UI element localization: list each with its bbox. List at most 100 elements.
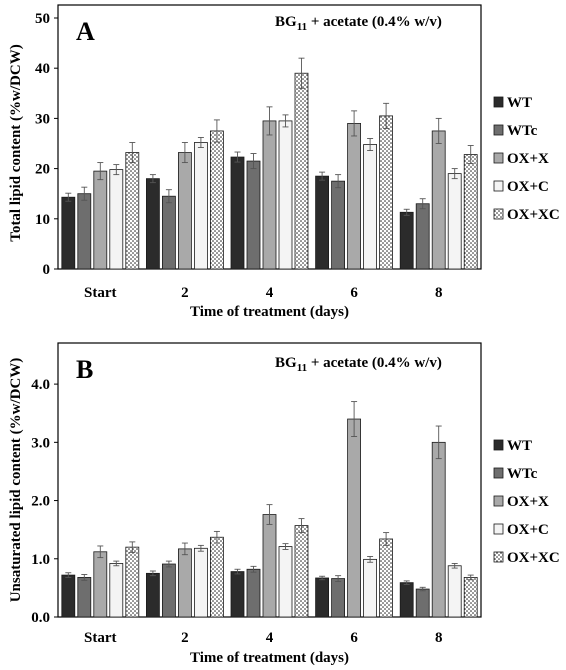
- y-tick-label: 0: [43, 262, 51, 278]
- bar: [61, 574, 76, 618]
- bar: [209, 130, 224, 270]
- legend-swatch: [493, 495, 504, 507]
- x-tick-label: 6: [350, 630, 358, 646]
- y-tick-label: 50: [35, 11, 50, 27]
- x-tick-label: 2: [181, 285, 189, 301]
- bar: [294, 525, 309, 618]
- bar: [161, 195, 176, 270]
- bar: [177, 548, 192, 618]
- bar: [145, 572, 160, 618]
- x-tick-label: 2: [181, 630, 189, 646]
- x-tick-label: 4: [266, 285, 274, 301]
- bar: [278, 120, 293, 270]
- y-tick-label: 3.0: [31, 435, 50, 451]
- bar: [331, 578, 346, 618]
- legend-swatch: [493, 124, 504, 136]
- bar: [77, 577, 92, 618]
- x-tick-label: Start: [84, 630, 117, 646]
- bar: [246, 160, 261, 270]
- legend-swatch: [493, 96, 504, 108]
- legend-swatch: [493, 551, 504, 563]
- legend-label: OX+X: [507, 494, 549, 510]
- bar: [61, 196, 76, 270]
- legend-swatch: [493, 439, 504, 451]
- y-tick-label: 0.0: [31, 610, 50, 626]
- bar: [363, 144, 378, 270]
- legend-label: OX+C: [507, 522, 549, 538]
- medium-annotation: BG11 + acetate (0.4% w/v): [275, 14, 442, 33]
- bar: [262, 120, 277, 270]
- panel-letter: A: [76, 17, 95, 46]
- y-tick-label: 40: [35, 61, 50, 77]
- x-tick-label: 8: [435, 285, 443, 301]
- bar: [415, 203, 430, 270]
- legend-swatch: [493, 180, 504, 192]
- bar: [230, 156, 245, 270]
- x-tick-label: 8: [435, 630, 443, 646]
- y-tick-label: 4.0: [31, 377, 50, 393]
- bar: [447, 565, 462, 618]
- bar: [315, 175, 330, 270]
- bar: [431, 130, 446, 270]
- panel-letter: B: [76, 355, 93, 384]
- bar: [431, 441, 446, 618]
- bar: [125, 546, 140, 618]
- bar: [246, 568, 261, 618]
- bar: [109, 563, 124, 618]
- bar: [331, 180, 346, 270]
- x-tick-label: 6: [350, 285, 358, 301]
- bar: [294, 72, 309, 270]
- bar: [379, 538, 394, 618]
- bar: [109, 169, 124, 270]
- y-tick-label: 1.0: [31, 552, 50, 568]
- bar: [399, 582, 414, 618]
- medium-annotation: BG11 + acetate (0.4% w/v): [275, 355, 442, 374]
- bar: [93, 551, 108, 618]
- bar: [193, 547, 208, 618]
- bar: [93, 170, 108, 270]
- annotation-rest: + acetate (0.4% w/v): [307, 14, 442, 30]
- bar: [347, 123, 362, 270]
- x-axis-label: Time of treatment (days): [190, 650, 349, 666]
- bar: [363, 558, 378, 618]
- panel-B: 0.0 1.0 2.0 3.0 4.0 Start 2 4 6 8 B BG11 + acetate …: [8, 342, 560, 666]
- legend-label: OX+X: [507, 151, 549, 167]
- y-tick-label: 10: [35, 212, 50, 228]
- legend-label: OX+C: [507, 179, 549, 195]
- bar: [447, 173, 462, 270]
- bar: [315, 577, 330, 618]
- bar: [399, 211, 414, 270]
- legend-label: OX+XC: [507, 207, 560, 223]
- annotation-rest: + acetate (0.4% w/v): [307, 355, 442, 371]
- bar: [415, 588, 430, 618]
- bar: [193, 142, 208, 270]
- x-tick-label: Start: [84, 285, 117, 301]
- bar: [125, 152, 140, 270]
- panel-A: 0 10 20 30 40 50 Start 2 4 6 8 A BG11 + acetate (0.4…: [8, 4, 560, 320]
- bar: [262, 514, 277, 618]
- annotation-main: BG: [275, 355, 297, 371]
- legend-swatch: [493, 523, 504, 535]
- annotation-main: BG: [275, 14, 297, 30]
- annotation-subscript: 11: [297, 362, 307, 374]
- legend-label: WTc: [507, 466, 538, 482]
- y-tick-label: 2.0: [31, 494, 50, 510]
- legend-swatch: [493, 467, 504, 479]
- bar: [145, 178, 160, 270]
- legend-label: WT: [507, 438, 532, 454]
- legend-swatch: [493, 208, 504, 220]
- legend-label: WT: [507, 95, 532, 111]
- y-tick-label: 20: [35, 162, 50, 178]
- y-axis-label: Total lipid content (%w/DCW): [8, 44, 24, 241]
- bar: [161, 563, 176, 618]
- bar: [379, 115, 394, 270]
- legend-label: WTc: [507, 123, 538, 139]
- y-tick-label: 30: [35, 111, 50, 127]
- y-axis-label: Unsaturated lipid content (%w/DCW): [8, 358, 24, 603]
- annotation-subscript: 11: [297, 21, 307, 33]
- bar: [177, 152, 192, 270]
- legend-label: OX+XC: [507, 550, 560, 566]
- bar: [209, 536, 224, 618]
- bar: [347, 418, 362, 618]
